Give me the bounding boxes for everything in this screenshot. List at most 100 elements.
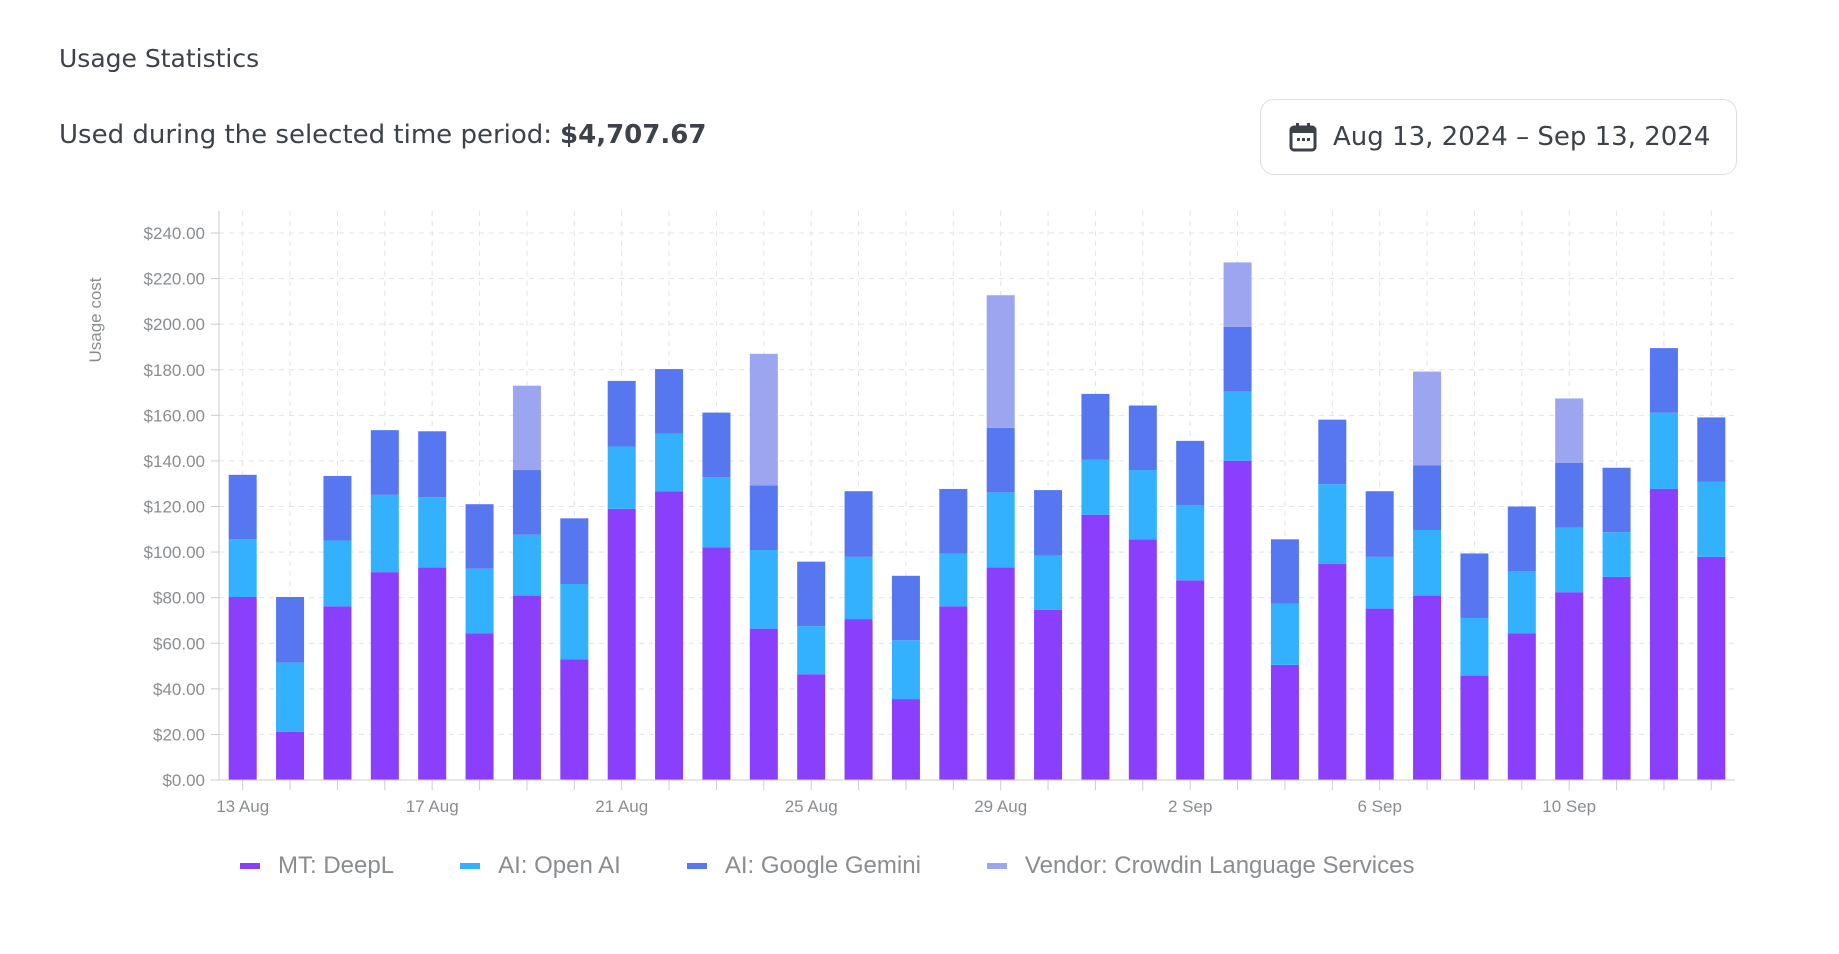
bar-segment bbox=[749, 550, 778, 629]
bar-segment bbox=[1270, 603, 1299, 665]
x-tick-label: 25 Aug bbox=[785, 797, 838, 816]
bar-segment bbox=[1413, 465, 1442, 530]
x-tick-label: 6 Sep bbox=[1357, 797, 1401, 816]
y-tick-label: $60.00 bbox=[153, 634, 205, 653]
bar-segment bbox=[1034, 555, 1063, 610]
bar-segment bbox=[1697, 481, 1726, 557]
bar-segment bbox=[1697, 417, 1726, 482]
summary-value: $4,707.67 bbox=[560, 120, 707, 150]
bar-segment bbox=[607, 446, 636, 509]
bar-segment bbox=[1223, 460, 1252, 780]
bar-segment bbox=[655, 369, 684, 434]
bar-segment bbox=[1649, 488, 1678, 780]
bar-segment bbox=[1602, 576, 1631, 780]
bar-segment bbox=[939, 488, 968, 554]
bar-segment bbox=[512, 534, 541, 596]
bar-segment bbox=[1034, 490, 1063, 556]
date-range-picker[interactable]: Aug 13, 2024 – Sep 13, 2024 bbox=[1260, 99, 1737, 175]
legend-item[interactable]: Vendor: Crowdin Language Services bbox=[986, 852, 1415, 880]
axes: $0.00 $20.00 $40.00 $60.00 $80.00 $100.00 $120… bbox=[144, 211, 1735, 816]
bar-segment bbox=[1034, 609, 1063, 780]
bar-segment bbox=[323, 540, 352, 607]
bar-segment bbox=[465, 633, 494, 780]
y-tick-label: $220.00 bbox=[144, 270, 205, 289]
bar-segment bbox=[1365, 491, 1394, 557]
chart-legend: MT: DeepL AI: Open AI AI: Google Gemini Ven… bbox=[240, 852, 1480, 880]
bar-segment bbox=[1555, 462, 1584, 528]
bar-segment bbox=[276, 731, 305, 780]
x-tick-label: 2 Sep bbox=[1168, 797, 1212, 816]
bar-segment bbox=[323, 475, 352, 541]
bar-segment bbox=[1128, 539, 1157, 780]
bar-segment bbox=[1555, 527, 1584, 593]
bar-segment bbox=[749, 353, 778, 486]
bar-segment bbox=[560, 583, 589, 660]
y-axis-title: Usage cost bbox=[86, 277, 105, 362]
bar-segment bbox=[1649, 412, 1678, 489]
y-tick-label: $140.00 bbox=[144, 452, 205, 471]
bar-segment bbox=[276, 662, 305, 732]
y-tick-label: $120.00 bbox=[144, 498, 205, 517]
summary-label: Used during the selected time period: bbox=[59, 120, 553, 150]
legend-swatch bbox=[460, 863, 481, 869]
bar-segment bbox=[1507, 633, 1536, 780]
y-tick-label: $200.00 bbox=[144, 315, 205, 334]
bar-segment bbox=[797, 626, 826, 675]
bar-segment bbox=[1223, 391, 1252, 461]
x-tick-label: 29 Aug bbox=[974, 797, 1027, 816]
bar-segment bbox=[512, 595, 541, 780]
legend-item[interactable]: MT: DeepL bbox=[240, 852, 394, 880]
bar-segment bbox=[1507, 571, 1536, 634]
bar-segment bbox=[512, 385, 541, 471]
legend-label: AI: Open AI bbox=[498, 852, 621, 879]
bar-segment bbox=[986, 295, 1015, 428]
bar-segment bbox=[370, 494, 399, 573]
bar-segment bbox=[986, 492, 1015, 568]
bar-segment bbox=[986, 567, 1015, 780]
legend-item[interactable]: AI: Open AI bbox=[460, 852, 621, 880]
legend-label: AI: Google Gemini bbox=[724, 852, 921, 879]
y-tick-label: $180.00 bbox=[144, 361, 205, 380]
bar-segment bbox=[1270, 664, 1299, 780]
bar-segment bbox=[607, 508, 636, 780]
bar-segment bbox=[228, 474, 257, 540]
bar-segment bbox=[986, 427, 1015, 493]
bar-segment bbox=[1176, 440, 1205, 506]
bars bbox=[228, 262, 1726, 780]
calendar-icon bbox=[1289, 123, 1317, 152]
bar-segment bbox=[418, 567, 447, 780]
bar-segment bbox=[465, 504, 494, 569]
legend-swatch bbox=[240, 863, 260, 869]
bar-segment bbox=[465, 568, 494, 634]
bar-segment bbox=[418, 431, 447, 498]
y-tick-label: $240.00 bbox=[144, 224, 205, 243]
legend-label: Vendor: Crowdin Language Services bbox=[1024, 852, 1415, 879]
grid bbox=[219, 211, 1735, 781]
bar-segment bbox=[560, 518, 589, 584]
bar-segment bbox=[1460, 675, 1489, 780]
x-tick-label: 21 Aug bbox=[595, 797, 648, 816]
bar-segment bbox=[1460, 553, 1489, 618]
bar-segment bbox=[749, 628, 778, 780]
bar-segment bbox=[891, 640, 920, 700]
x-tick-label: 13 Aug bbox=[216, 797, 269, 816]
bar-segment bbox=[1365, 556, 1394, 609]
bar-segment bbox=[1365, 608, 1394, 780]
bar-segment bbox=[1649, 348, 1678, 413]
bar-segment bbox=[1460, 617, 1489, 676]
bar-segment bbox=[1318, 563, 1347, 780]
bar-segment bbox=[1176, 505, 1205, 581]
date-range-label: Aug 13, 2024 – Sep 13, 2024 bbox=[1333, 122, 1711, 152]
y-tick-label: $20.00 bbox=[153, 725, 205, 744]
bar-segment bbox=[1413, 529, 1442, 596]
bar-segment bbox=[797, 674, 826, 780]
bar-segment bbox=[1413, 595, 1442, 780]
bar-segment bbox=[418, 497, 447, 568]
legend-item[interactable]: AI: Google Gemini bbox=[686, 852, 921, 880]
bar-segment bbox=[228, 596, 257, 780]
bar-segment bbox=[1270, 539, 1299, 604]
bar-segment bbox=[323, 606, 352, 780]
x-tick-label: 17 Aug bbox=[406, 797, 459, 816]
bar-segment bbox=[655, 491, 684, 780]
legend-label: MT: DeepL bbox=[278, 852, 395, 879]
